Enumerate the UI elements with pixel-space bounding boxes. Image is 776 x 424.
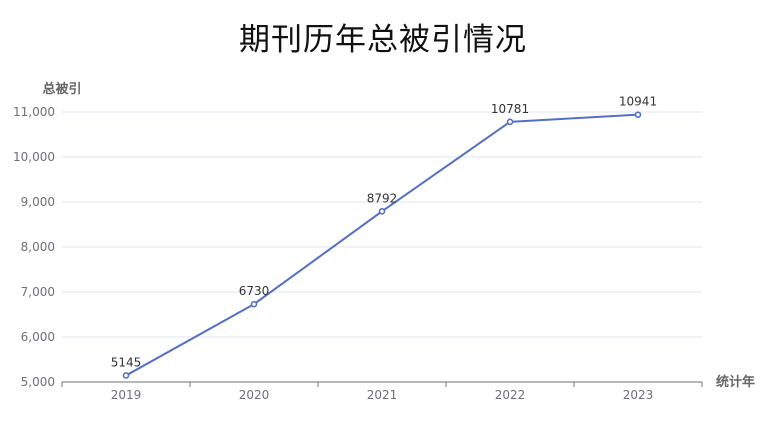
data-point[interactable] bbox=[250, 300, 258, 308]
x-axis-label: 统计年 bbox=[716, 374, 755, 390]
x-tick-label: 2019 bbox=[111, 388, 142, 402]
y-tick-label: 10,000 bbox=[13, 150, 55, 164]
data-point[interactable] bbox=[122, 372, 130, 379]
x-tick-label: 2021 bbox=[367, 388, 398, 402]
data-labels: 5145 6730 8792 10781 10941 bbox=[111, 95, 657, 370]
data-label: 8792 bbox=[367, 191, 398, 205]
data-point[interactable] bbox=[378, 208, 386, 215]
data-label: 6730 bbox=[239, 284, 270, 298]
series-layer bbox=[122, 111, 642, 379]
data-label: 10781 bbox=[491, 102, 529, 116]
gridlines bbox=[62, 111, 702, 338]
x-tick-label: 2020 bbox=[239, 388, 270, 402]
y-tick-label: 6,000 bbox=[21, 330, 55, 344]
x-tick-label: 2022 bbox=[495, 388, 526, 402]
y-axis-label: 总被引 bbox=[42, 81, 81, 97]
chart-title: 期刊历年总被引情况 bbox=[239, 22, 527, 58]
series-line bbox=[125, 113, 639, 377]
y-tick-label: 9,000 bbox=[21, 195, 55, 209]
x-tick-label: 2023 bbox=[623, 388, 654, 402]
data-label: 10941 bbox=[619, 95, 657, 109]
data-point[interactable] bbox=[634, 111, 642, 118]
y-tick-label: 8,000 bbox=[21, 240, 55, 254]
y-tick-label: 7,000 bbox=[21, 285, 55, 299]
data-label: 5145 bbox=[111, 355, 142, 369]
axes: 5,000 6,000 7,000 8,000 9,000 10,000 11,000 201… bbox=[13, 81, 755, 402]
data-point[interactable] bbox=[506, 118, 514, 126]
y-tick-label: 5,000 bbox=[21, 375, 55, 389]
y-tick-label: 11,000 bbox=[13, 105, 55, 119]
